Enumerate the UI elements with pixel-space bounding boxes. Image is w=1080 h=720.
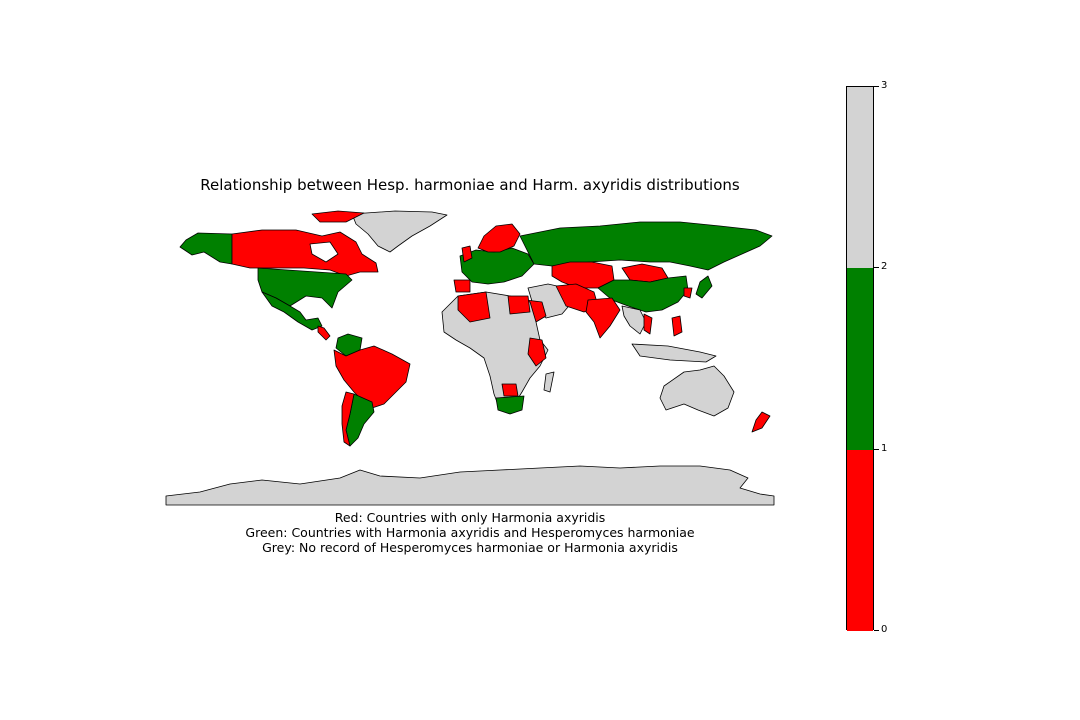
caption-green: Green: Countries with Harmonia axyridis … <box>245 525 695 540</box>
colorbar-band <box>847 268 873 450</box>
region-kazakhstan <box>551 261 615 289</box>
colorbar-tick-label: 0 <box>881 624 888 635</box>
colorbar-tick <box>874 630 879 631</box>
caption-grey: Grey: No record of Hesperomyces harmonia… <box>262 540 678 555</box>
region-arctic-islands <box>311 210 365 223</box>
region-philippines <box>671 315 683 337</box>
region-korea <box>683 287 693 299</box>
region-alaska <box>179 232 233 265</box>
region-india <box>585 297 621 339</box>
region-canada <box>231 229 379 277</box>
colorbar-tick-label: 2 <box>881 261 888 273</box>
colorbar <box>846 86 874 631</box>
region-algeria <box>457 291 491 323</box>
colorbar-band <box>847 87 873 269</box>
region-southeast-asia <box>621 305 647 335</box>
region-east-africa <box>527 337 547 367</box>
region-japan <box>695 275 713 299</box>
region-chile <box>341 391 355 447</box>
region-uk <box>461 245 473 263</box>
colorbar-tick <box>874 267 879 269</box>
colorbar-tick-label: 3 <box>881 80 888 91</box>
region-egypt <box>507 295 531 315</box>
region-antarctica <box>165 465 775 506</box>
colorbar-tick-label: 1 <box>881 442 888 454</box>
map-caption: Red: Countries with only Harmonia axyrid… <box>165 510 775 555</box>
region-greenland <box>351 210 448 253</box>
colorbar-tick <box>874 448 879 450</box>
region-usa <box>257 267 353 309</box>
region-australia <box>659 365 735 417</box>
caption-red: Red: Countries with only Harmonia axyrid… <box>334 510 606 525</box>
region-mexico <box>261 291 323 331</box>
region-vietnam <box>643 313 653 335</box>
region-russia <box>519 221 773 271</box>
region-south-africa <box>495 395 525 415</box>
region-new-zealand <box>751 411 771 433</box>
region-central-america <box>317 325 331 341</box>
region-zimbabwe <box>501 383 519 397</box>
colorbar-band <box>847 449 873 631</box>
region-madagascar <box>543 371 555 393</box>
region-iberia <box>453 279 471 293</box>
region-indonesia <box>631 343 717 363</box>
colorbar-tick <box>874 86 879 87</box>
map-title: Relationship between Hesp. harmoniae and… <box>200 176 740 194</box>
region-south-america-north <box>333 345 411 409</box>
region-scandinavia <box>477 223 521 253</box>
region-hudson-bay <box>309 241 339 263</box>
